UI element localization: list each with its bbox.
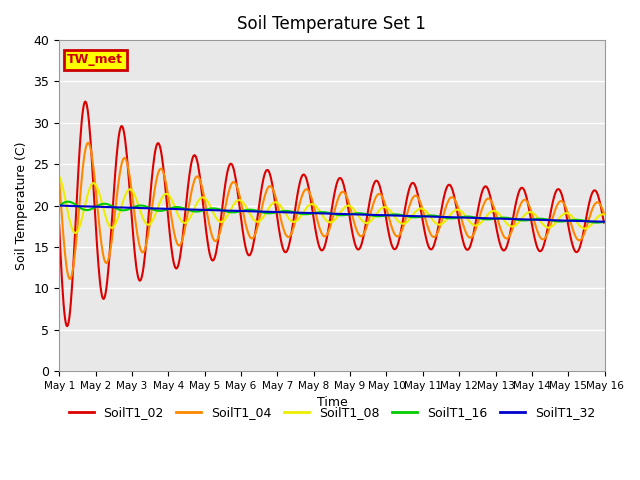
SoilT1_08 bbox=[300, 209, 307, 215]
SoilT1_02 bbox=[375, 181, 383, 187]
SoilT1_08 bbox=[403, 219, 411, 225]
SoilT1_02 bbox=[488, 201, 496, 207]
SoilT1_08 bbox=[600, 212, 608, 217]
SoilT1_16 bbox=[403, 214, 411, 219]
SoilT1_04 bbox=[375, 191, 383, 197]
Line: SoilT1_08: SoilT1_08 bbox=[59, 176, 604, 233]
SoilT1_16 bbox=[600, 219, 608, 225]
SoilT1_32 bbox=[236, 208, 243, 214]
SoilT1_02 bbox=[404, 193, 412, 199]
Line: SoilT1_02: SoilT1_02 bbox=[59, 102, 604, 326]
SoilT1_32 bbox=[402, 213, 410, 219]
SoilT1_04 bbox=[84, 140, 92, 145]
SoilT1_16 bbox=[160, 207, 168, 213]
SoilT1_32 bbox=[374, 212, 381, 218]
SoilT1_08 bbox=[160, 192, 168, 198]
SoilT1_04 bbox=[66, 276, 74, 282]
SoilT1_16 bbox=[374, 214, 382, 219]
SoilT1_04 bbox=[55, 177, 63, 183]
SoilT1_04 bbox=[600, 210, 608, 216]
SoilT1_04 bbox=[237, 199, 245, 205]
SoilT1_32 bbox=[299, 210, 307, 216]
SoilT1_02 bbox=[300, 172, 308, 178]
SoilT1_02 bbox=[81, 99, 89, 105]
SoilT1_04 bbox=[161, 174, 168, 180]
Y-axis label: Soil Temperature (C): Soil Temperature (C) bbox=[15, 142, 28, 270]
SoilT1_32 bbox=[600, 219, 608, 225]
SoilT1_02 bbox=[237, 215, 245, 221]
SoilT1_16 bbox=[593, 220, 600, 226]
SoilT1_32 bbox=[486, 216, 494, 221]
Line: SoilT1_32: SoilT1_32 bbox=[59, 205, 604, 222]
SoilT1_04 bbox=[488, 199, 496, 205]
Title: Soil Temperature Set 1: Soil Temperature Set 1 bbox=[237, 15, 426, 33]
SoilT1_16 bbox=[55, 203, 63, 209]
X-axis label: Time: Time bbox=[317, 396, 348, 409]
SoilT1_08 bbox=[55, 173, 63, 179]
SoilT1_04 bbox=[404, 209, 412, 215]
SoilT1_32 bbox=[55, 203, 63, 208]
SoilT1_16 bbox=[487, 216, 495, 222]
SoilT1_16 bbox=[236, 208, 244, 214]
SoilT1_02 bbox=[63, 324, 71, 329]
SoilT1_32 bbox=[159, 206, 167, 212]
Legend: SoilT1_02, SoilT1_04, SoilT1_08, SoilT1_16, SoilT1_32: SoilT1_02, SoilT1_04, SoilT1_08, SoilT1_… bbox=[63, 401, 600, 424]
SoilT1_02 bbox=[161, 177, 168, 182]
SoilT1_16 bbox=[64, 199, 72, 204]
SoilT1_02 bbox=[55, 222, 63, 228]
SoilT1_08 bbox=[71, 230, 79, 236]
SoilT1_04 bbox=[300, 188, 308, 194]
Text: TW_met: TW_met bbox=[67, 53, 124, 66]
SoilT1_16 bbox=[300, 211, 307, 217]
SoilT1_08 bbox=[374, 208, 382, 214]
Line: SoilT1_16: SoilT1_16 bbox=[59, 202, 604, 223]
SoilT1_08 bbox=[236, 197, 244, 203]
Line: SoilT1_04: SoilT1_04 bbox=[59, 143, 604, 279]
SoilT1_02 bbox=[600, 220, 608, 226]
SoilT1_08 bbox=[487, 209, 495, 215]
